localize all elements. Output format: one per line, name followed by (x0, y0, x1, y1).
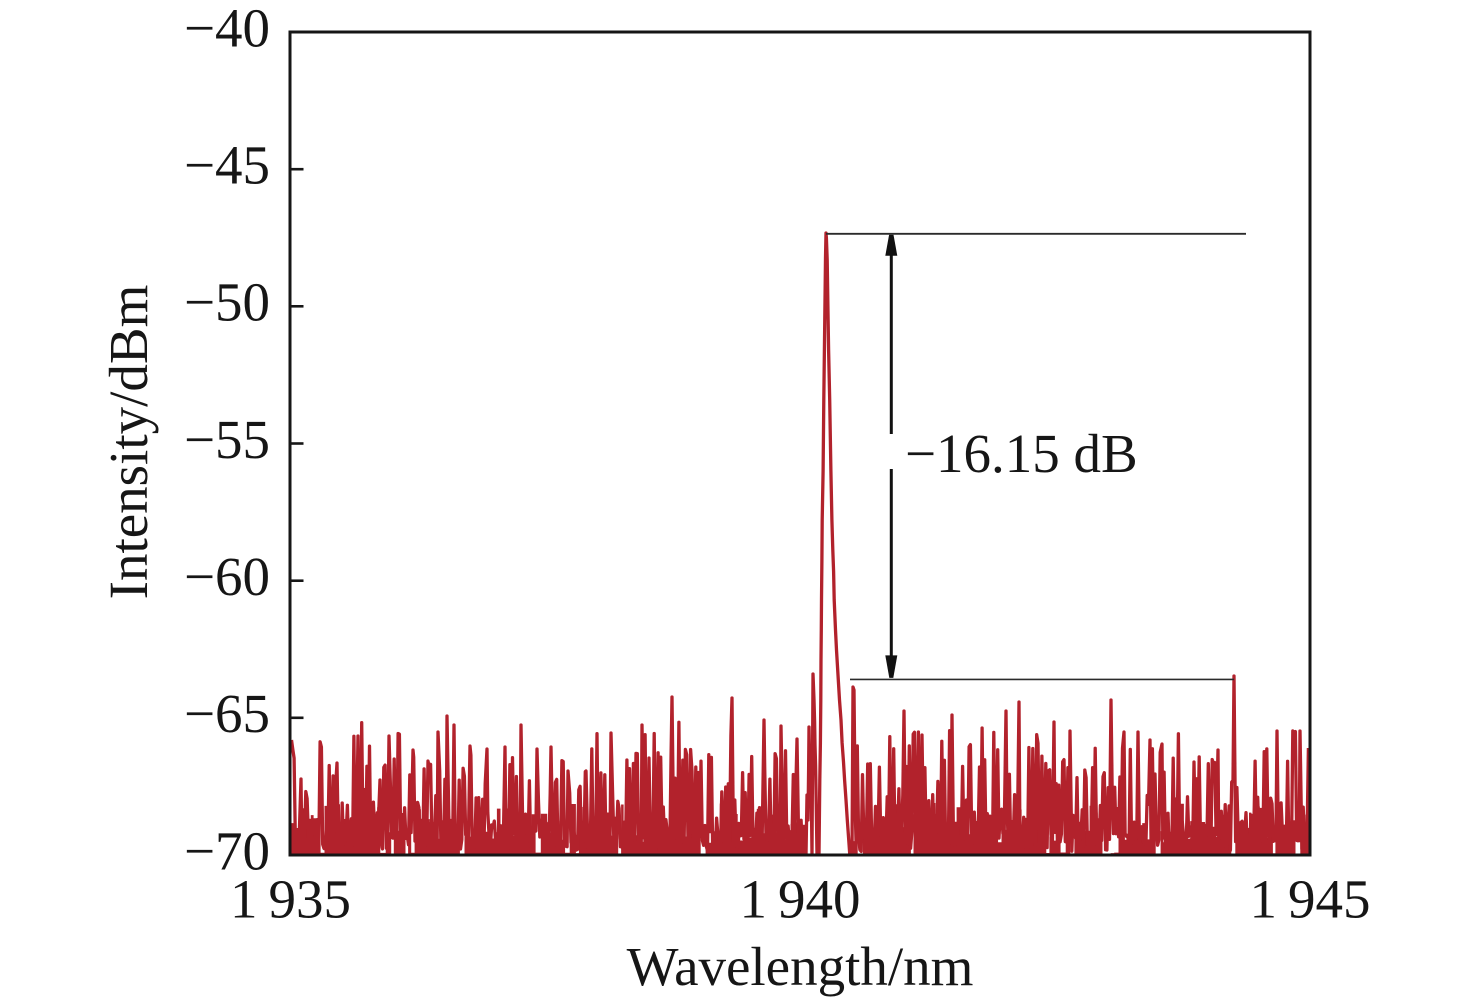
svg-text:−40: −40 (184, 0, 270, 58)
svg-text:−50: −50 (184, 272, 270, 333)
svg-text:−70: −70 (184, 820, 270, 881)
svg-text:−16.15 dB: −16.15 dB (905, 423, 1138, 484)
svg-text:−45: −45 (184, 135, 270, 196)
svg-text:Wavelength/nm: Wavelength/nm (627, 936, 974, 997)
svg-text:−65: −65 (184, 683, 270, 744)
svg-text:1 935: 1 935 (230, 869, 351, 930)
svg-text:−55: −55 (184, 409, 270, 470)
svg-text:1 945: 1 945 (1249, 869, 1370, 930)
svg-text:−60: −60 (184, 546, 270, 607)
svg-text:1 940: 1 940 (739, 869, 860, 930)
svg-text:Intensity/dBm: Intensity/dBm (98, 285, 159, 600)
